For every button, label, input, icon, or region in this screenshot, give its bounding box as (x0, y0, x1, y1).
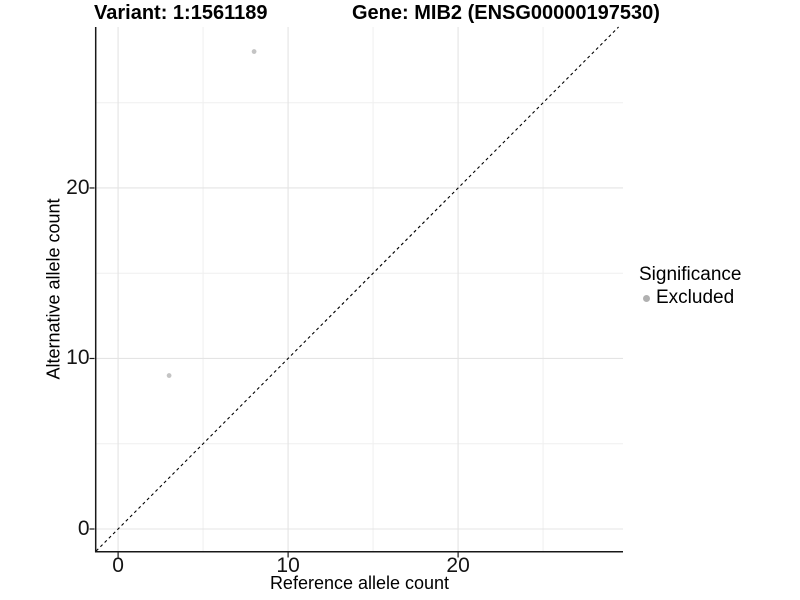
legend-title: Significance (639, 264, 742, 285)
data-point (166, 373, 172, 378)
x-axis-title: Reference allele count (269, 573, 450, 593)
legend-item-label: Excluded (656, 287, 735, 308)
data-point (251, 49, 257, 54)
x-tick-label: 20 (446, 554, 470, 577)
identity-line (95, 26, 619, 552)
y-tick-label: 20 (66, 175, 90, 199)
legend: Significance Excluded (639, 264, 741, 309)
x-tick-label: 10 (276, 554, 300, 577)
legend-items: Excluded (639, 287, 741, 309)
y-tick-label: 10 (66, 346, 90, 370)
x-tick-label: 0 (112, 554, 124, 577)
legend-item: Excluded (639, 287, 741, 309)
legend-point-icon (643, 294, 650, 302)
plot-title-gene: Gene: MIB2 (ENSG00000197530) (352, 2, 660, 24)
y-tick-label: 0 (77, 517, 90, 540)
plot-title-variant: Variant: 1:1561189 (94, 2, 268, 24)
